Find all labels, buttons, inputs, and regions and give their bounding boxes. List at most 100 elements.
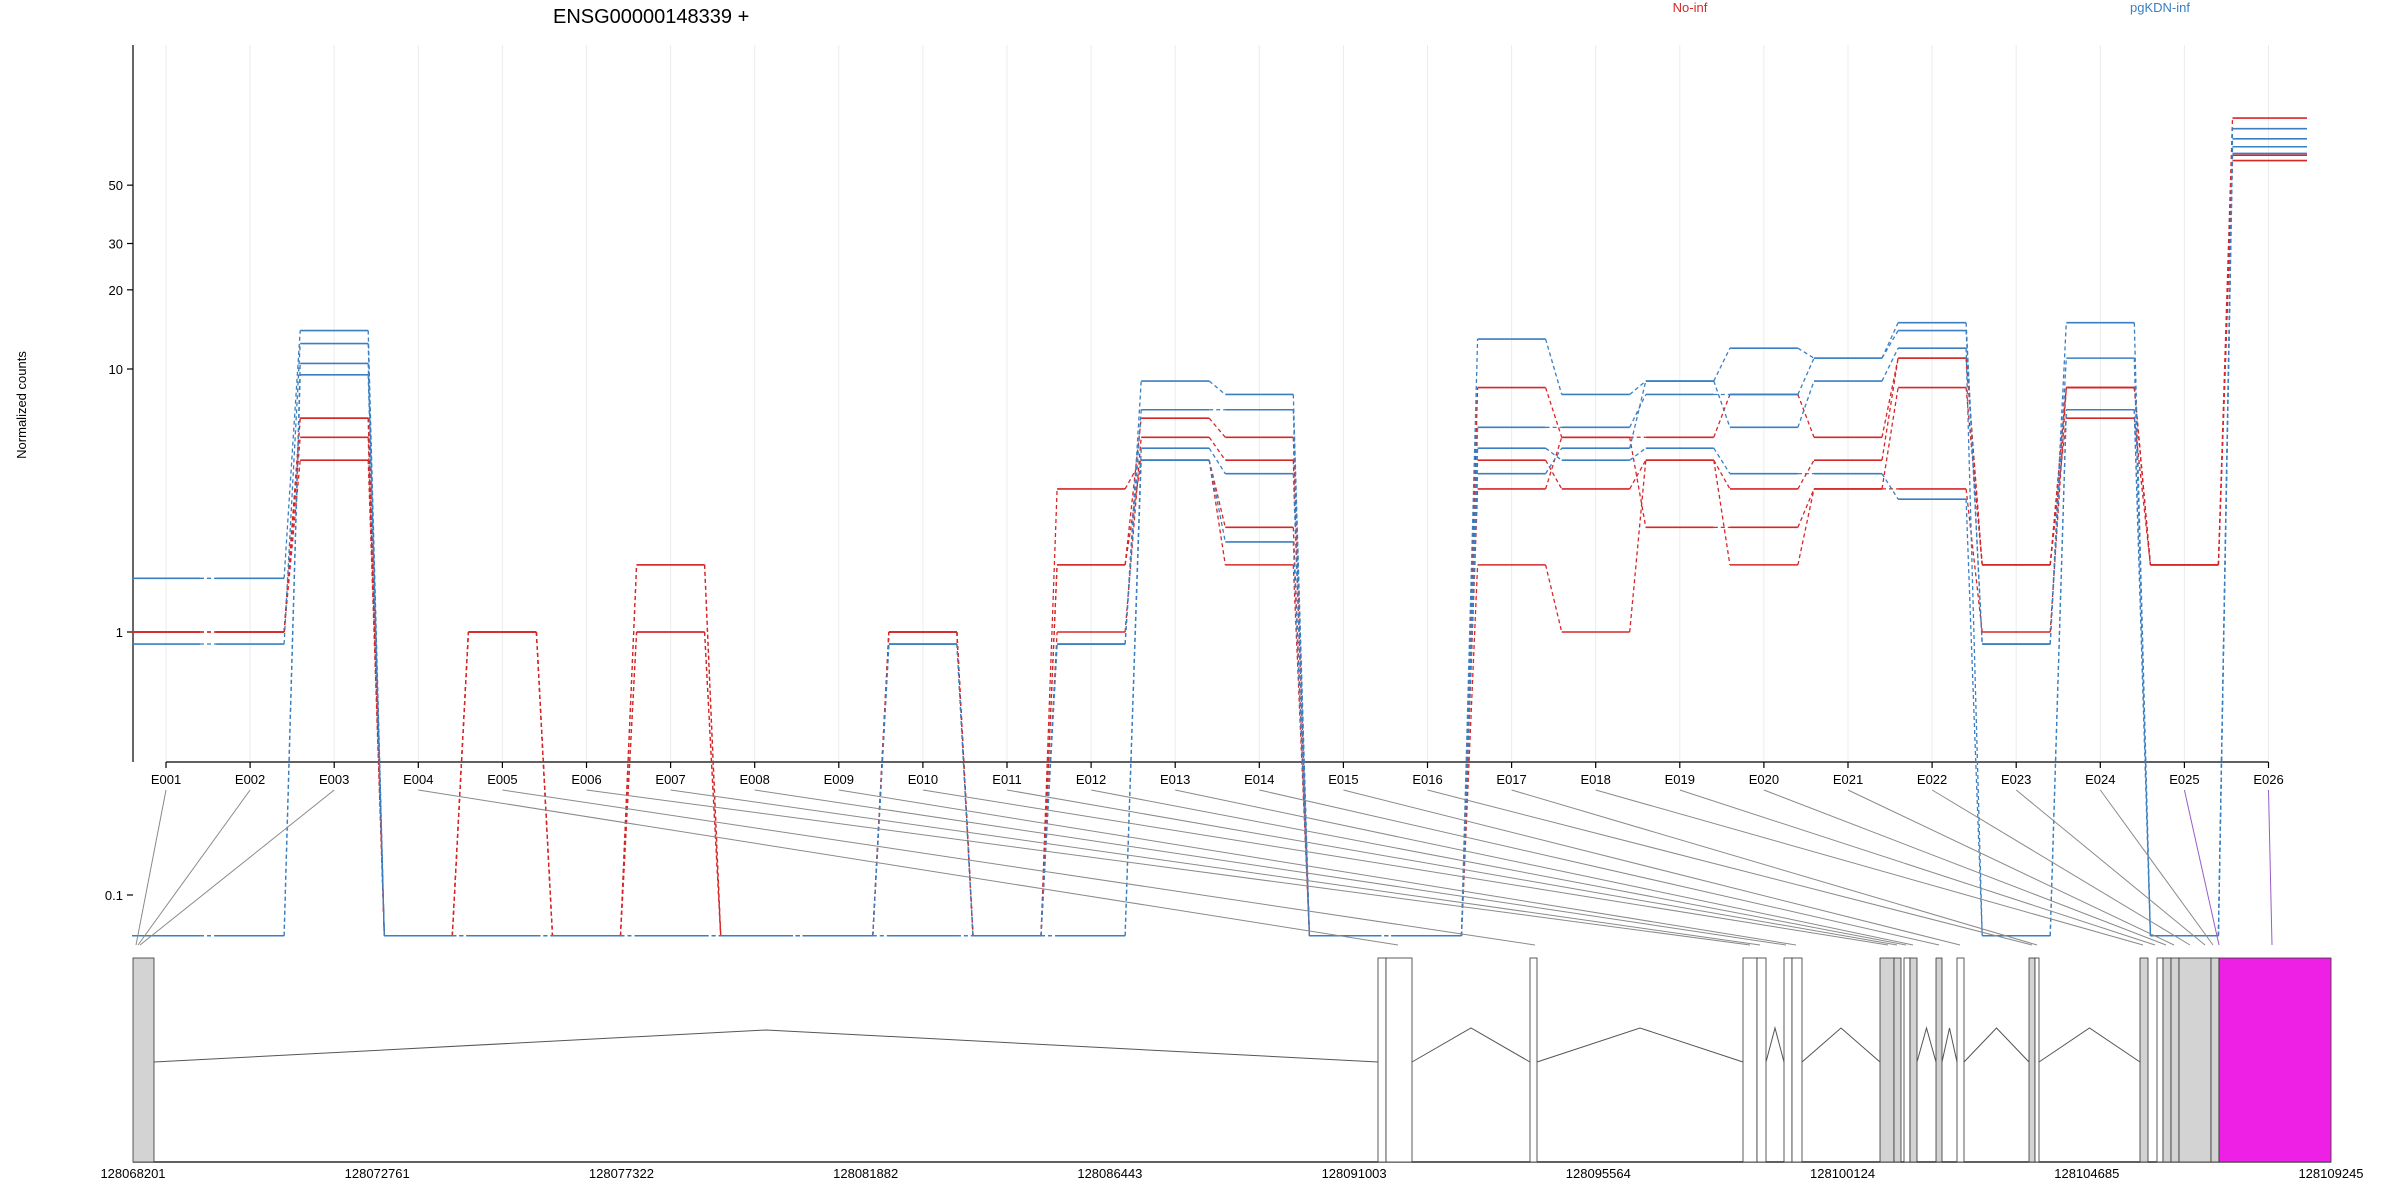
series-3-transition-E005 bbox=[535, 631, 554, 936]
x-axis: E001 E002 E003 E004 E005 E006 E007 E008 E009 E010… bbox=[151, 761, 2284, 787]
series-5-transition-E011 bbox=[1040, 643, 1058, 936]
x-tick-label-E012: E012 bbox=[1076, 772, 1106, 787]
exon-box-3 bbox=[1385, 957, 1413, 1163]
series-7-transition-E022 bbox=[1965, 499, 1983, 936]
series-2-transition-E007 bbox=[703, 564, 722, 936]
x-tick-label-E014: E014 bbox=[1244, 772, 1274, 787]
series-7-transition-E002 bbox=[283, 374, 301, 936]
connector-E015 bbox=[1343, 789, 1961, 946]
coordinate-label-8: 128100124 bbox=[1810, 1166, 1875, 1181]
series-3-transition-E018 bbox=[1629, 460, 1647, 633]
series-2-transition-E017 bbox=[1544, 437, 1563, 490]
connector-E016 bbox=[1427, 789, 2033, 946]
exon-box-10 bbox=[1893, 957, 1902, 1163]
series-0-transition-E019 bbox=[1713, 394, 1731, 438]
intron-5 bbox=[1801, 1027, 1881, 1063]
exon-box-12 bbox=[1909, 957, 1918, 1163]
exon-box-5 bbox=[1742, 957, 1758, 1163]
series-3-transition-E022 bbox=[1965, 488, 1983, 633]
connector-E007 bbox=[670, 789, 1761, 946]
series-2-transition-E020 bbox=[1797, 488, 1815, 528]
series-6-transition-E020 bbox=[1797, 380, 1815, 428]
connector-E021 bbox=[1847, 789, 2175, 946]
x-tick-label-E005: E005 bbox=[487, 772, 517, 787]
y-tick-label-10: 10 bbox=[109, 362, 123, 377]
series-0-transition-E017 bbox=[1544, 387, 1563, 438]
series-7-transition-E003 bbox=[367, 374, 385, 936]
series-3-transition-E013 bbox=[1208, 460, 1226, 565]
series-2-transition-E018 bbox=[1629, 437, 1647, 528]
x-tick-label-E019: E019 bbox=[1665, 772, 1695, 787]
connector-E006 bbox=[586, 789, 1751, 946]
series-0-transition-E013 bbox=[1208, 417, 1226, 438]
series-0-transition-E025 bbox=[2217, 118, 2234, 565]
x-tick-label-E015: E015 bbox=[1328, 772, 1358, 787]
series-1-transition-E002 bbox=[283, 437, 301, 633]
connector-E018 bbox=[1595, 789, 2144, 946]
coordinate-label-4: 128081882 bbox=[833, 1166, 898, 1181]
coordinate-label-7: 128095564 bbox=[1566, 1166, 1631, 1181]
series-4-transition-E023 bbox=[2049, 322, 2067, 645]
series-3-transition-E007 bbox=[703, 631, 722, 936]
x-tick-label-E008: E008 bbox=[740, 772, 770, 787]
series-4-transition-E017 bbox=[1544, 338, 1563, 395]
series-6-transition-E021 bbox=[1881, 347, 1899, 382]
series-3-transition-E012 bbox=[1124, 460, 1142, 565]
series-6-transition-E013 bbox=[1208, 447, 1226, 475]
exon-box-16 bbox=[2034, 957, 2040, 1163]
x-tick-label-E010: E010 bbox=[908, 772, 938, 787]
series-7-transition-E023 bbox=[2049, 409, 2067, 936]
y-axis-label: Normalized counts bbox=[14, 351, 29, 459]
y-tick-label-1: 1 bbox=[116, 625, 123, 640]
series-2-transition-E012 bbox=[1124, 459, 1142, 490]
series-7-transition-E014 bbox=[1292, 541, 1311, 936]
x-tick-label-E025: E025 bbox=[2169, 772, 2199, 787]
coordinate-label-2: 128072761 bbox=[345, 1166, 410, 1181]
exon-box-highlight bbox=[2218, 957, 2332, 1163]
coordinate-label-6: 128091003 bbox=[1322, 1166, 1387, 1181]
x-tick-label-E011: E011 bbox=[992, 772, 1021, 787]
series-6-transition-E019 bbox=[1713, 380, 1731, 428]
series-5-transition-E023 bbox=[2049, 358, 2067, 645]
series-7-transition-E017 bbox=[1545, 447, 1563, 461]
exon-box-21 bbox=[2178, 957, 2212, 1163]
exon-box-20 bbox=[2170, 957, 2180, 1163]
exon-box-22 bbox=[2210, 957, 2220, 1163]
x-tick-label-E016: E016 bbox=[1412, 772, 1442, 787]
series-1-transition-E013 bbox=[1208, 436, 1226, 461]
y-tick-label-0.1: 0.1 bbox=[105, 888, 123, 903]
series-1-transition-E012 bbox=[1124, 437, 1142, 633]
series-7-transition-E016 bbox=[1460, 448, 1479, 936]
series-1-transition-E018 bbox=[1629, 459, 1647, 490]
x-tick-label-E020: E020 bbox=[1749, 772, 1779, 787]
chart-title: ENSG00000148339 + bbox=[553, 6, 749, 28]
connector-E002 bbox=[137, 789, 251, 946]
x-tick-label-E003: E003 bbox=[319, 772, 349, 787]
connector-E010 bbox=[922, 789, 1889, 946]
grid bbox=[165, 45, 2269, 760]
intron-6 bbox=[1916, 1026, 1937, 1063]
connector-E011 bbox=[1006, 789, 1898, 946]
series-2-transition-E003 bbox=[367, 460, 385, 936]
connector-E024 bbox=[2099, 789, 2214, 946]
series-4-transition-E016 bbox=[1460, 339, 1479, 936]
x-tick-label-E022: E022 bbox=[1917, 772, 1947, 787]
exon-box-14 bbox=[1956, 957, 1965, 1163]
series-3-transition-E016 bbox=[1460, 564, 1479, 936]
y-axis: 0.1 1 10 20 30 50 bbox=[105, 45, 134, 903]
series-0-transition-E020 bbox=[1797, 394, 1815, 438]
legend-no-inf: No-inf bbox=[1673, 0, 1708, 15]
series-4-transition-E002 bbox=[283, 330, 301, 579]
exon-box-8 bbox=[1791, 957, 1803, 1163]
series-7-transition-E024 bbox=[2133, 409, 2152, 936]
series-5-transition-E002 bbox=[283, 343, 301, 645]
x-tick-label-E004: E004 bbox=[403, 772, 433, 787]
series-2-transition-E011 bbox=[1040, 488, 1058, 936]
connector-E022 bbox=[1931, 789, 2191, 946]
series-6-transition-E018 bbox=[1629, 380, 1647, 449]
coordinate-label-10: 128109245 bbox=[2298, 1166, 2363, 1181]
connector-E019 bbox=[1679, 789, 2156, 946]
connector-E005 bbox=[502, 789, 1536, 946]
y-tick-label-50: 50 bbox=[109, 178, 123, 193]
